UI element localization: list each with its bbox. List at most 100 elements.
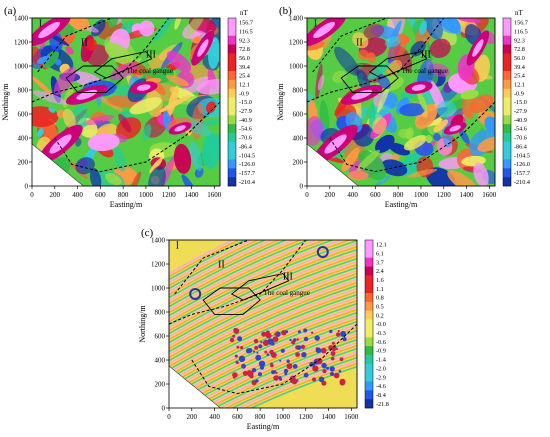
derivative-stripe [169,347,357,408]
derivative-stripe [169,362,357,408]
colorbar-swatch [503,62,511,72]
zone-boundary [54,101,221,173]
colorbar-unit: nT [515,9,524,17]
colorbar-label: 56.0 [514,55,525,62]
y-tick-label: 0 [300,183,304,191]
colorbar-label: 6.1 [376,250,384,257]
anomaly-blob [167,85,179,118]
colorbar-label: -15.0 [514,99,527,106]
panel-b: (b) I II III The coal gangue 0 200 400 600 800 100… [275,0,550,210]
derivative-spot [320,347,327,354]
anomaly-blob [182,76,211,95]
derivative-spot [311,331,314,334]
colorbar-label: 39.4 [239,64,250,71]
derivative-stripe [169,240,357,275]
colorbar-swatch [365,337,373,347]
colorbar-swatch [365,310,373,320]
anomaly-blob [366,52,376,63]
derivative-spot [255,379,259,383]
x-tick-label: 1600 [482,191,497,199]
derivative-stripe [169,240,357,314]
anomaly-blob [34,167,47,186]
derivative-spot [240,346,244,350]
colorbar-swatch [503,132,511,143]
anomaly-blob [55,59,62,66]
anomaly-blob [403,135,427,151]
colorbar-swatch [228,62,236,72]
colorbar-label: -21.8 [376,401,389,408]
derivative-stripe [169,240,357,308]
anomaly-blob [428,63,450,77]
derivative-spot [236,345,240,349]
colorbar-label: -126.0 [514,161,530,168]
anomaly-blob [189,141,203,172]
y-tick-label: 1200 [289,39,304,47]
colorbar-swatch [228,53,236,63]
colorbar-swatch [228,88,236,98]
y-tick-label: 1000 [151,285,166,293]
derivative-spot [326,366,329,370]
y-tick-label: 600 [293,111,304,119]
zone-label: III [283,272,293,283]
derivative-spot [286,359,290,363]
anomaly-blob [375,134,395,153]
colorbar-swatch [365,346,373,356]
anomaly-blob [82,114,115,126]
derivative-stripe [169,278,357,365]
gangue-outline [65,65,124,93]
derivative-stripe [169,311,357,398]
derivative-spot [275,331,281,337]
colorbar-swatch [228,44,236,54]
anomaly-blob [63,108,76,129]
y-axis-label: Northing/m [276,83,285,121]
colorbar-swatch [228,71,236,81]
derivative-spot [238,355,246,362]
derivative-spot [254,345,259,350]
derivative-stripe [169,240,357,299]
derivative-spot [312,377,317,382]
anomaly-blob [48,107,56,113]
colorbar-label: 72.8 [514,46,525,53]
derivative-spot [337,329,340,333]
anomaly-blob [356,149,380,172]
derivative-spot [252,350,256,353]
anomaly-blob [341,147,360,172]
derivative-spot [260,340,263,344]
anomaly-blob [456,18,482,23]
derivative-spot [256,351,259,354]
colorbar-swatch [365,381,373,391]
derivative-spot [261,331,267,337]
colorbar-label: 2.4 [376,268,384,275]
x-tick-label: 0 [167,413,171,421]
strong-anomaly-core [197,39,209,57]
derivative-spot [297,330,301,334]
anomaly-blob [475,73,493,80]
anomaly-blob [89,168,102,186]
derivative-spot [329,329,333,334]
y-tick-label: 400 [293,135,304,143]
anomaly-blob [37,128,44,138]
derivative-stripe [169,308,357,395]
y-tick-label: 800 [155,309,166,317]
zone-boundary [306,17,445,103]
colorbar-swatch [503,159,511,169]
anomaly-blob [433,132,441,141]
colorbar-swatch [228,168,236,178]
colorbar-swatch [228,150,236,160]
anomaly-blob [477,136,495,152]
derivative-stripe [169,240,357,323]
derivative-spot [274,332,277,336]
colorbar-label: -2.0 [376,365,386,372]
derivative-stripe [169,299,357,386]
y-tick-label: 200 [155,381,166,389]
colorbar-swatch [365,284,373,294]
derivative-stripe [169,240,357,326]
derivative-stripe [169,240,357,302]
derivative-spot [279,377,283,381]
anomaly-blob [66,18,90,31]
strong-anomaly-core [136,84,151,91]
x-tick-label: 200 [325,191,336,199]
anomaly-blob [149,157,163,173]
